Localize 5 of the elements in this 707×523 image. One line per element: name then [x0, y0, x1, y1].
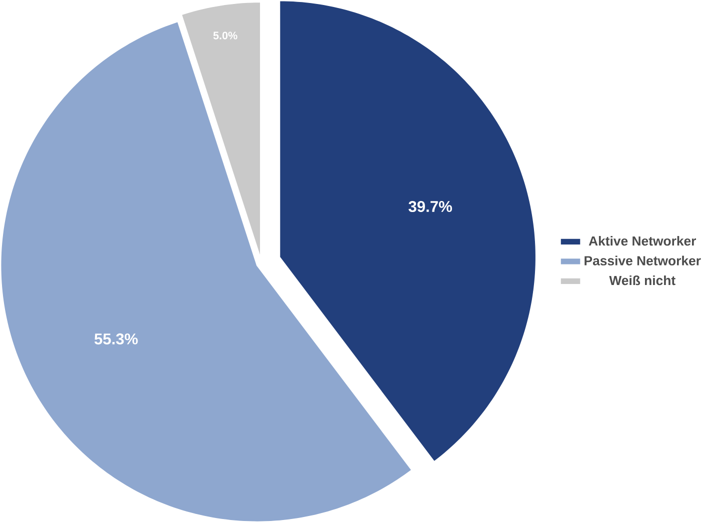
legend-label: Weiß nicht — [609, 276, 676, 286]
data-label: 39.7% — [408, 201, 452, 212]
data-label: 55.3% — [94, 334, 138, 345]
legend-label: Passive Networker — [584, 256, 701, 266]
legend-label: Aktive Networker — [588, 236, 696, 246]
